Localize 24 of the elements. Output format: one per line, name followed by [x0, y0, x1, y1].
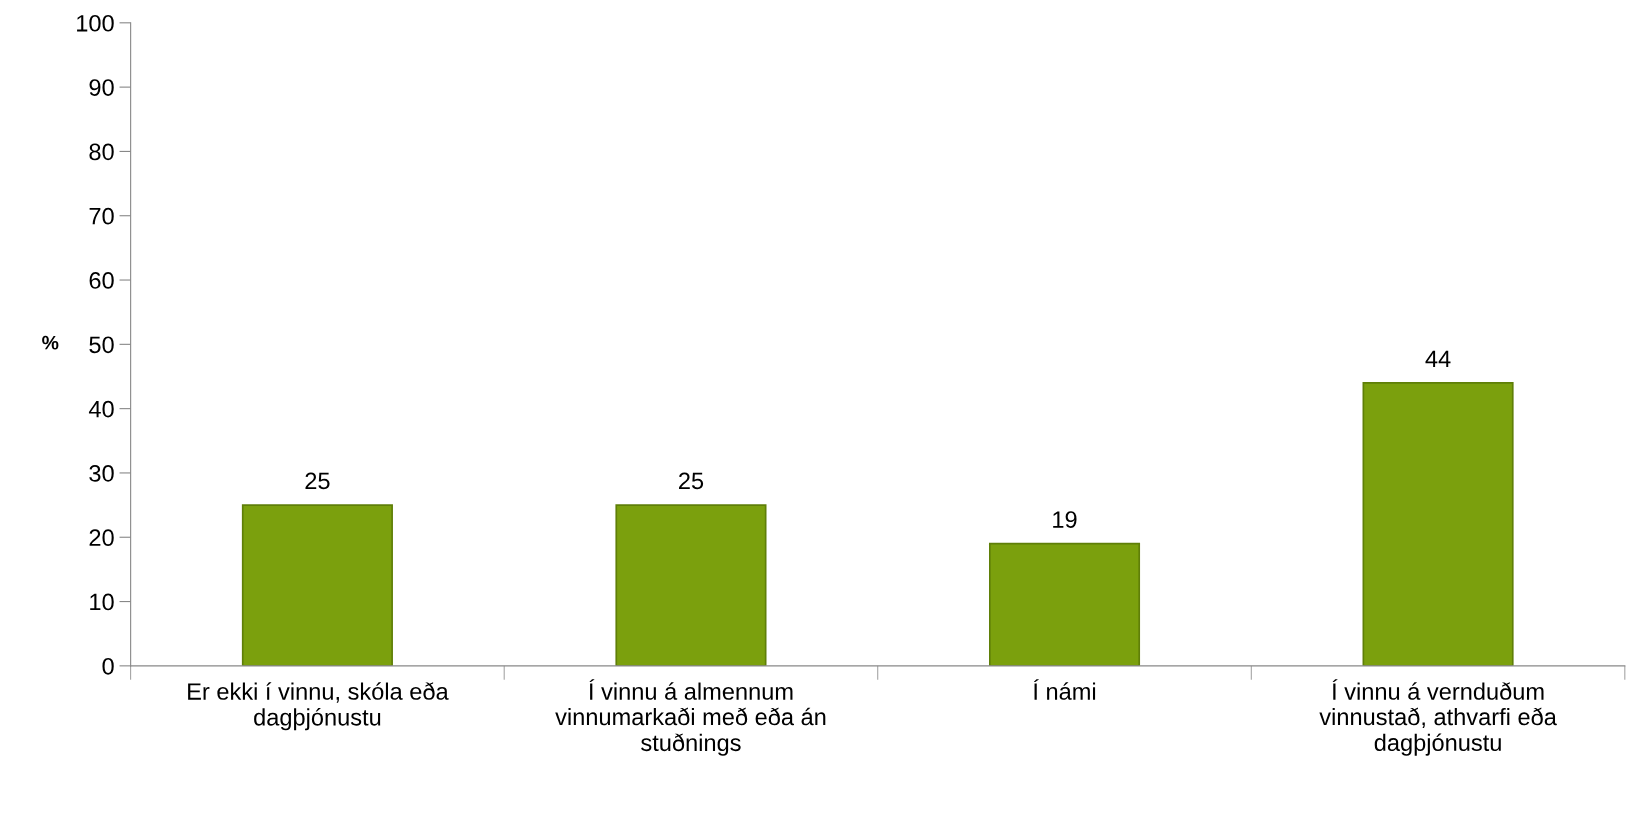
y-tick-label: 40 — [88, 400, 114, 418]
y-tick-label: 0 — [102, 657, 114, 675]
bar — [241, 504, 393, 666]
y-tick-label: 90 — [89, 79, 114, 96]
y-tick-label: 60 — [89, 272, 114, 289]
x-tick-label: Í vinnu á vernduðum vinnustað, athvarfi eða dagþjónustu — [1319, 679, 1557, 756]
bar — [1362, 382, 1514, 666]
bar — [615, 504, 767, 666]
y-tick-label: 70 — [89, 207, 114, 225]
data-label: 25 — [679, 472, 704, 490]
data-label: 25 — [305, 472, 330, 490]
y-axis-title: % — [42, 335, 59, 350]
y-tick-label: 10 — [90, 593, 114, 611]
y-tick-label: 50 — [89, 336, 114, 354]
y-tick-label: 30 — [89, 465, 114, 482]
y-tick-label: 80 — [89, 143, 114, 161]
data-label: 19 — [1053, 511, 1077, 528]
y-tick-label: 20 — [89, 529, 114, 547]
bar — [988, 542, 1141, 666]
x-tick-label: Í vinnu á almennum vinnumarkaði með eða án stuðnings — [555, 679, 826, 756]
x-tick-label: Er ekki í vinnu, skóla eða dagþjónustu — [188, 682, 449, 731]
y-tick-label: 100 — [77, 14, 114, 32]
x-tick-label: Í námi — [1033, 679, 1096, 700]
data-label: 44 — [1425, 350, 1451, 367]
